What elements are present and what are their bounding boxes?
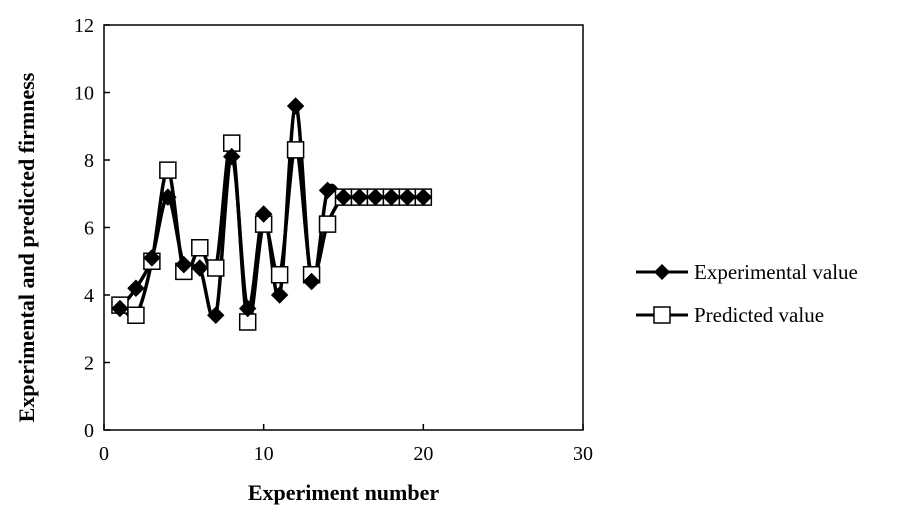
x-tick-label: 30: [573, 443, 593, 465]
data-point-experimental: [318, 181, 337, 200]
data-point-experimental: [302, 272, 321, 291]
data-point-experimental: [191, 259, 209, 277]
data-point-predicted: [270, 266, 289, 284]
data-point-experimental: [238, 299, 257, 318]
y-tick-label: 6: [84, 218, 94, 240]
data-point-predicted: [286, 141, 305, 159]
y-tick-label: 0: [84, 420, 94, 442]
y-tick-label: 4: [84, 285, 94, 307]
series-line-0: [118, 104, 424, 321]
x-tick-label: 20: [413, 443, 433, 465]
data-point-experimental: [127, 279, 145, 297]
data-point-predicted: [127, 306, 145, 324]
data-point-predicted: [318, 215, 337, 233]
data-point-experimental: [286, 97, 305, 115]
data-point-experimental: [175, 255, 193, 274]
y-axis-title: Experimental and predicted firmness: [14, 72, 39, 422]
data-point-experimental: [334, 188, 353, 206]
y-tick-label: 12: [74, 15, 94, 37]
data-point-experimental: [414, 188, 433, 206]
y-axis-ticks: 0 2 4 6 8 10 12: [74, 15, 110, 442]
y-tick-label: 2: [84, 353, 94, 375]
data-point-predicted: [191, 239, 209, 257]
data-point-experimental: [270, 286, 289, 304]
legend-marker-predicted: [653, 306, 671, 324]
x-tick-label: 0: [99, 443, 109, 465]
data-point-experimental: [366, 188, 385, 206]
data-point-experimental: [207, 306, 225, 324]
data-point-experimental: [254, 205, 273, 223]
data-point-experimental: [159, 188, 177, 206]
x-axis-title: Experiment number: [248, 480, 440, 505]
data-point-experimental: [382, 188, 401, 206]
data-point-experimental: [111, 299, 129, 318]
y-tick-label: 10: [74, 83, 94, 105]
x-axis-ticks: 0 10 20 30: [99, 424, 593, 465]
data-point-experimental: [143, 249, 161, 267]
x-tick-label: 10: [254, 443, 274, 465]
y-tick-label: 8: [84, 150, 94, 172]
data-point-experimental: [350, 188, 369, 206]
data-point-predicted: [207, 259, 225, 277]
legend-label-experimental: Experimental value: [694, 260, 858, 284]
data-point-predicted: [159, 161, 177, 179]
legend-label-predicted: Predicted value: [694, 303, 824, 327]
series-markers: [111, 97, 433, 331]
legend-marker-experimental: [654, 264, 670, 280]
legend: Experimental value Predicted value: [636, 260, 858, 327]
data-point-experimental: [223, 147, 241, 166]
data-point-experimental: [398, 188, 417, 206]
